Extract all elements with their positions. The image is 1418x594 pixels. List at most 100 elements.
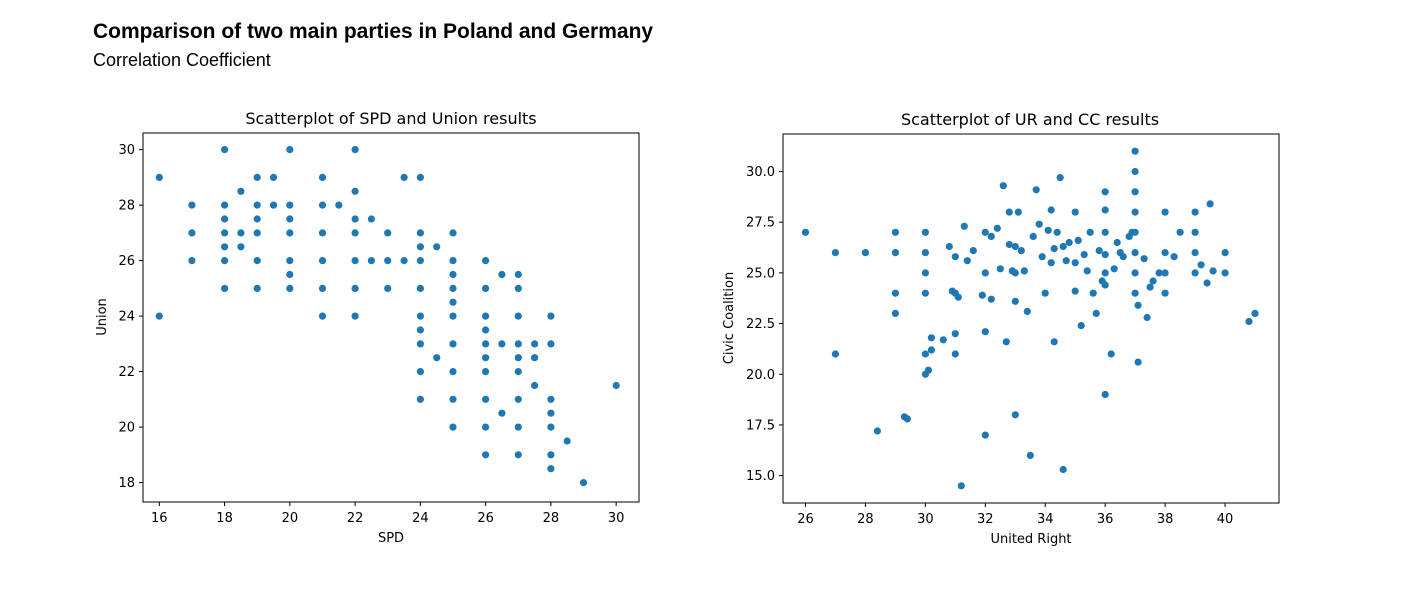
- scatter-point: [318, 284, 327, 292]
- scatter-point: [1047, 259, 1055, 267]
- scatter-point: [1140, 255, 1148, 263]
- x-tick-label: 28: [543, 511, 560, 526]
- scatter-point: [253, 215, 261, 223]
- scatter-point: [449, 340, 457, 348]
- y-tick-label: 15.0: [746, 469, 775, 484]
- scatter-point: [155, 173, 163, 181]
- scatter-point: [1029, 232, 1037, 240]
- scatter-point: [433, 354, 441, 362]
- scatter-point: [1023, 307, 1031, 315]
- scatter-point: [1101, 269, 1109, 277]
- scatter-point: [1170, 253, 1178, 261]
- scatter-point: [253, 201, 261, 209]
- scatter-point: [1191, 228, 1199, 236]
- scatter-point: [1134, 358, 1142, 366]
- scatter-point: [155, 312, 163, 320]
- scatter-point: [318, 173, 327, 181]
- scatter-point: [449, 257, 457, 265]
- scatter-point: [237, 243, 245, 251]
- scatter-point: [482, 395, 490, 403]
- y-tick-label: 24: [118, 310, 135, 325]
- scatter-point: [416, 312, 424, 320]
- scatter-point: [351, 257, 359, 265]
- x-tick-label: 16: [151, 511, 168, 526]
- scatter-point: [1131, 269, 1139, 277]
- scatter-point: [1071, 287, 1079, 295]
- scatter-point: [1161, 249, 1169, 257]
- scatter-point: [831, 249, 840, 257]
- scatter-point: [1191, 208, 1199, 216]
- scatter-point: [482, 284, 490, 292]
- scatter-point: [1071, 259, 1079, 267]
- scatter-point: [1011, 297, 1019, 305]
- scatter-point: [1221, 269, 1229, 277]
- scatter-point: [514, 340, 522, 348]
- scatter-point: [1071, 208, 1079, 216]
- scatter-point: [188, 229, 196, 237]
- scatter-point: [531, 354, 539, 362]
- scatter-point: [384, 257, 392, 265]
- scatter-point: [416, 368, 424, 376]
- scatter-point: [221, 215, 229, 223]
- scatter-point: [498, 270, 506, 279]
- scatter-point: [978, 291, 986, 299]
- scatter-point: [1002, 338, 1010, 346]
- scatter-point: [351, 146, 359, 154]
- scatter-point: [1191, 269, 1199, 277]
- chart-title: Scatterplot of UR and CC results: [901, 110, 1159, 129]
- x-tick-label: 22: [347, 511, 364, 526]
- scatter-points: [801, 147, 1259, 490]
- scatter-point: [1101, 206, 1109, 214]
- scatter-point: [1197, 261, 1205, 269]
- scatter-point: [221, 284, 229, 292]
- scatter-point: [1191, 249, 1199, 257]
- scatter-point: [498, 409, 506, 417]
- scatter-point: [945, 242, 953, 251]
- plot-frame: [782, 133, 1280, 504]
- scatter-point: [416, 326, 424, 334]
- scatter-point: [514, 451, 522, 459]
- scatter-point: [1107, 350, 1115, 358]
- scatter-point: [253, 284, 261, 292]
- scatter-point: [1020, 267, 1028, 275]
- scatter-point: [1161, 208, 1169, 216]
- y-tick-label: 28: [118, 199, 135, 214]
- scatter-point: [1062, 257, 1070, 265]
- scatter-point: [384, 284, 392, 292]
- scatter-point: [1149, 277, 1157, 285]
- y-tick-label: 22: [118, 365, 135, 380]
- x-tick-label: 26: [797, 512, 814, 527]
- scatter-point: [351, 284, 359, 292]
- scatter-point: [1110, 265, 1118, 273]
- scatter-point: [253, 229, 261, 237]
- x-tick-label: 40: [1217, 512, 1234, 527]
- scatterplot-spd-union: Scatterplot of SPD and Union results SPD…: [95, 109, 640, 546]
- scatter-point: [1209, 267, 1217, 275]
- y-tick-label: 26: [118, 254, 135, 269]
- scatter-point: [318, 229, 327, 237]
- scatter-point: [416, 243, 424, 251]
- scatter-point: [269, 201, 278, 209]
- scatter-point: [1131, 249, 1139, 257]
- scatter-point: [1053, 228, 1061, 236]
- scatter-point: [1059, 242, 1067, 251]
- x-tick-label: 30: [608, 511, 625, 526]
- scatter-point: [993, 224, 1001, 232]
- y-tick-label: 18: [118, 476, 135, 491]
- scatter-point: [1206, 200, 1214, 208]
- scatter-point: [367, 257, 375, 265]
- scatter-point: [999, 182, 1007, 190]
- scatter-point: [482, 326, 490, 334]
- y-axis-label: Union: [95, 298, 110, 336]
- scatter-point: [531, 381, 539, 390]
- y-tick-label: 17.5: [746, 418, 775, 433]
- y-tick-label: 20.0: [746, 368, 775, 383]
- scatter-point: [498, 340, 506, 348]
- scatter-point: [1101, 251, 1109, 259]
- scatter-point: [221, 146, 229, 154]
- scatter-point: [1050, 338, 1058, 346]
- scatter-points: [155, 146, 620, 487]
- scatter-point: [1101, 228, 1109, 236]
- scatter-point: [514, 423, 522, 431]
